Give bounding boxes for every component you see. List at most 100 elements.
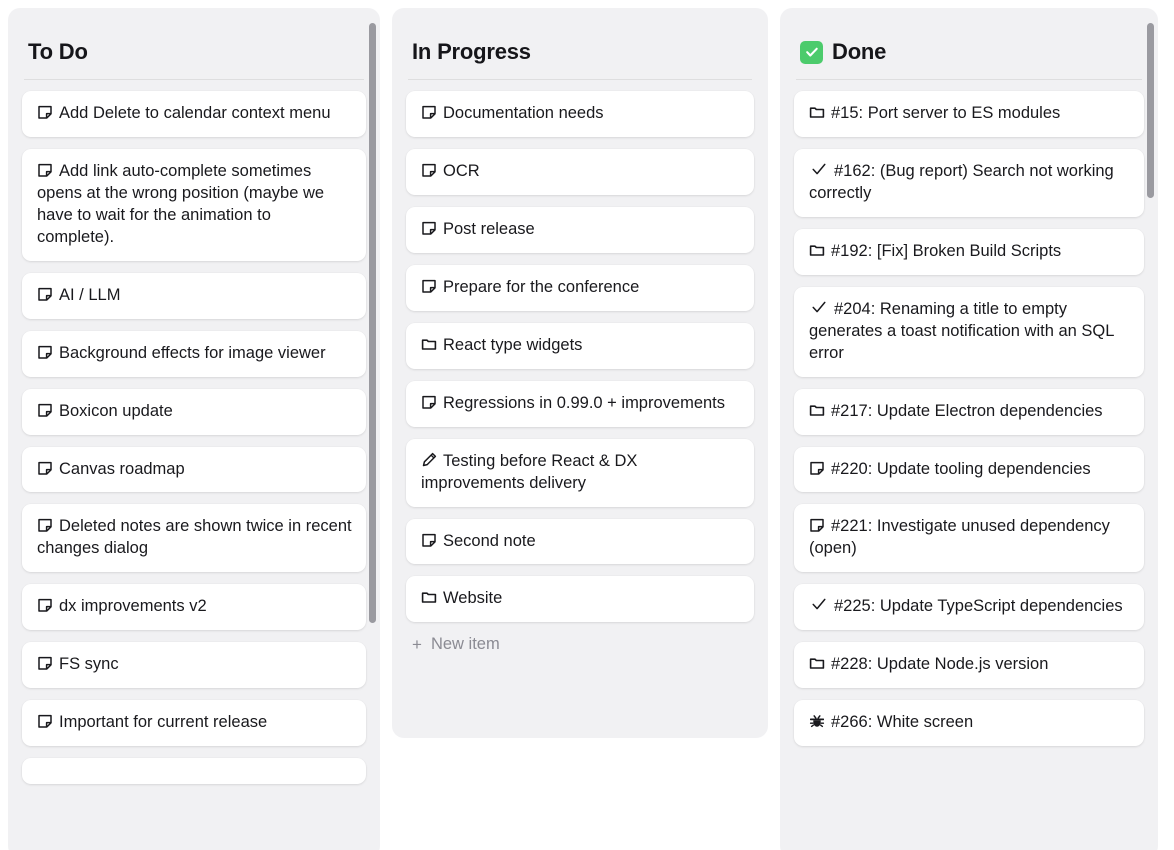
card-title: React type widgets xyxy=(443,335,583,354)
card-title: Post release xyxy=(443,219,535,238)
card-title: Deleted notes are shown twice in recent … xyxy=(37,517,352,558)
card-title: #225: Update TypeScript dependencies xyxy=(834,597,1123,616)
new-item-label: New item xyxy=(430,635,500,654)
kanban-card[interactable]: #217: Update Electron dependencies xyxy=(794,388,1144,435)
folder-icon xyxy=(809,402,825,418)
new-item-button[interactable]: + New item xyxy=(406,622,754,670)
kanban-card[interactable]: Background effects for image viewer xyxy=(22,330,366,377)
column-title: Done xyxy=(832,39,887,64)
folder-icon xyxy=(421,589,437,605)
card-title: Important for current release xyxy=(59,713,268,732)
card-title: Documentation needs xyxy=(443,104,604,122)
kanban-card[interactable]: #162: (Bug report) Search not working co… xyxy=(794,148,1144,217)
card-title: #266: White screen xyxy=(831,713,974,732)
card-title: #221: Investigate unused dependency (ope… xyxy=(809,517,1110,558)
kanban-card[interactable]: AI / LLM xyxy=(22,272,366,319)
kanban-card[interactable] xyxy=(22,758,366,785)
column-inner: To Do Add Delete to calendar context menu… xyxy=(8,8,380,850)
kanban-card[interactable]: #220: Update tooling dependencies xyxy=(794,446,1144,493)
kanban-card[interactable]: React type widgets xyxy=(406,322,754,369)
card-list: Documentation needs OCR Post release Prepar… xyxy=(406,80,754,623)
kanban-card[interactable]: dx improvements v2 xyxy=(22,584,366,631)
kanban-card[interactable]: Post release xyxy=(406,206,754,253)
card-title: Add link auto-complete sometimes opens a… xyxy=(37,161,325,246)
kanban-card[interactable]: Boxicon update xyxy=(22,388,366,435)
kanban-card[interactable]: Canvas roadmap xyxy=(22,446,366,493)
kanban-card[interactable]: #266: White screen xyxy=(794,700,1144,747)
card-title: #228: Update Node.js version xyxy=(831,655,1049,674)
note-icon xyxy=(421,162,437,178)
kanban-card[interactable]: #204: Renaming a title to empty generate… xyxy=(794,286,1144,377)
kanban-column-done: Done #15: Port server to ES modules #162: … xyxy=(780,8,1158,850)
kanban-card[interactable]: Important for current release xyxy=(22,700,366,747)
card-title: #192: [Fix] Broken Build Scripts xyxy=(831,241,1062,260)
note-icon xyxy=(421,278,437,294)
kanban-card[interactable]: #228: Update Node.js version xyxy=(794,642,1144,689)
card-list: Add Delete to calendar context menu Add l… xyxy=(22,80,366,785)
note-icon xyxy=(37,460,53,476)
card-title: Background effects for image viewer xyxy=(59,343,326,362)
plus-icon: + xyxy=(412,635,422,655)
kanban-card[interactable]: Deleted notes are shown twice in recent … xyxy=(22,504,366,573)
kanban-card[interactable]: Add link auto-complete sometimes opens a… xyxy=(22,148,366,261)
card-title: Testing before React & DX improvements d… xyxy=(421,451,638,492)
kanban-card[interactable]: Add Delete to calendar context menu xyxy=(22,91,366,137)
check-icon xyxy=(811,299,826,315)
kanban-card[interactable]: #221: Investigate unused dependency (ope… xyxy=(794,504,1144,573)
note-icon xyxy=(37,104,53,120)
note-icon xyxy=(37,162,53,178)
kanban-card[interactable]: Prepare for the conference xyxy=(406,264,754,311)
column-inner: In Progress Documentation needs OCR Post re… xyxy=(392,8,768,738)
card-title: #162: (Bug report) Search not working co… xyxy=(809,161,1114,202)
kanban-card[interactable]: Regressions in 0.99.0 + improvements xyxy=(406,380,754,427)
column-header-done: Done xyxy=(794,8,1144,70)
card-title: Add Delete to calendar context menu xyxy=(59,104,331,122)
folder-icon xyxy=(421,336,437,352)
kanban-card[interactable]: #15: Port server to ES modules xyxy=(794,91,1144,137)
card-title: Second note xyxy=(443,531,536,550)
pencil-icon xyxy=(421,452,437,468)
kanban-card[interactable]: Website xyxy=(406,576,754,623)
card-title: dx improvements v2 xyxy=(59,597,207,616)
folder-icon xyxy=(809,242,825,258)
card-title: Canvas roadmap xyxy=(59,459,185,478)
card-title: FS sync xyxy=(59,655,119,674)
note-icon xyxy=(37,344,53,360)
kanban-column-in-progress: In Progress Documentation needs OCR Post re… xyxy=(392,8,768,738)
kanban-card[interactable]: Testing before React & DX improvements d… xyxy=(406,438,754,507)
note-icon xyxy=(37,713,53,729)
kanban-card[interactable]: #225: Update TypeScript dependencies xyxy=(794,584,1144,631)
check-icon xyxy=(811,161,826,177)
note-icon xyxy=(421,532,437,548)
kanban-card[interactable]: Documentation needs xyxy=(406,91,754,137)
card-title: #204: Renaming a title to empty generate… xyxy=(809,299,1114,362)
kanban-card[interactable]: #192: [Fix] Broken Build Scripts xyxy=(794,228,1144,275)
note-icon xyxy=(421,220,437,236)
note-icon xyxy=(421,104,437,120)
card-title: OCR xyxy=(443,161,480,180)
column-divider xyxy=(24,79,364,80)
column-divider xyxy=(796,79,1142,80)
card-title: Prepare for the conference xyxy=(443,277,640,296)
column-header-in-progress: In Progress xyxy=(406,8,754,70)
kanban-card[interactable]: Second note xyxy=(406,518,754,565)
column-title: To Do xyxy=(28,39,88,64)
card-list: #15: Port server to ES modules #162: (Bug… xyxy=(794,80,1144,747)
note-icon xyxy=(421,394,437,410)
note-icon xyxy=(809,460,825,476)
note-icon xyxy=(809,517,825,533)
card-title: Boxicon update xyxy=(59,401,173,420)
card-title: #217: Update Electron dependencies xyxy=(831,401,1103,420)
folder-icon xyxy=(809,655,825,671)
note-icon xyxy=(37,402,53,418)
kanban-card[interactable]: OCR xyxy=(406,148,754,195)
card-title: AI / LLM xyxy=(59,285,121,304)
kanban-card[interactable]: FS sync xyxy=(22,642,366,689)
kanban-column-todo: To Do Add Delete to calendar context menu… xyxy=(8,8,380,850)
column-inner: Done #15: Port server to ES modules #162: … xyxy=(780,8,1158,850)
white-check-mark-emoji xyxy=(800,40,823,64)
note-icon xyxy=(37,517,53,533)
card-title: #15: Port server to ES modules xyxy=(831,104,1061,122)
note-icon xyxy=(37,597,53,613)
